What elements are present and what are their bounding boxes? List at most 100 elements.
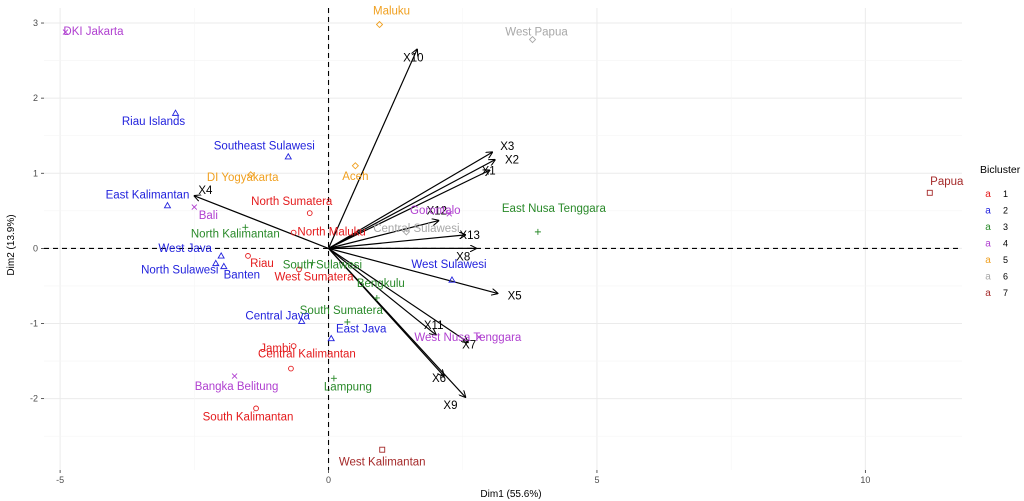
point-jambi bbox=[290, 343, 297, 349]
vector-label-x11: X11 bbox=[424, 320, 444, 332]
point-west-sumatera bbox=[296, 266, 302, 273]
point-maluku bbox=[375, 20, 384, 29]
label-di-yogyakarta: DI Yogyakarta bbox=[207, 172, 279, 184]
x-axis-title: Dim1 (55.6%) bbox=[480, 489, 541, 500]
label-south-sulawesi: South Sulawesi bbox=[283, 260, 362, 272]
label-riau-islands: Riau Islands bbox=[122, 116, 186, 128]
point-central-java bbox=[297, 317, 306, 324]
legend-label-6: 6 bbox=[1003, 272, 1008, 282]
vector-x13 bbox=[328, 235, 466, 249]
label-south-sumatera: South Sumatera bbox=[300, 305, 384, 317]
point-lampung bbox=[330, 375, 337, 382]
legend-label-7: 7 bbox=[1003, 288, 1008, 298]
point-central-kalimantan bbox=[288, 365, 294, 372]
legend-label-4: 4 bbox=[1003, 239, 1008, 249]
point-south-sulawesi bbox=[309, 259, 316, 266]
vector-label-x5: X5 bbox=[508, 290, 522, 302]
label-west-papua: West Papua bbox=[505, 27, 568, 39]
label-lampung: Lampung bbox=[324, 381, 372, 393]
observation-labels: DKI Jakarta Maluku West Papua Riau Islands S… bbox=[63, 6, 964, 469]
legend-key-7: a bbox=[985, 288, 991, 299]
y-axis-title: Dim2 (13.9%) bbox=[6, 214, 17, 275]
label-north-sumatera: North Sumatera bbox=[251, 196, 333, 208]
vector-label-x8: X8 bbox=[456, 251, 470, 263]
x-tick-label: 5 bbox=[594, 475, 599, 485]
point-west-sulawesi bbox=[448, 276, 456, 283]
point-west-kalimantan bbox=[379, 446, 386, 453]
y-tick-label: 3 bbox=[33, 18, 38, 28]
point-riau bbox=[245, 253, 251, 259]
label-jambi: Jambi bbox=[260, 343, 291, 355]
vector-label-x10: X10 bbox=[403, 52, 423, 64]
label-central-kalimantan: Central Kalimantan bbox=[258, 349, 356, 361]
label-north-sulawesi: North Sulawesi bbox=[141, 264, 218, 276]
point-west-nusa-tenggara bbox=[476, 334, 482, 340]
label-dki-jakarta: DKI Jakarta bbox=[63, 26, 124, 38]
vector-x1 bbox=[328, 170, 490, 249]
vector-x5 bbox=[328, 247, 498, 293]
point-central-sulawesi bbox=[402, 228, 411, 236]
vector-x3 bbox=[328, 152, 493, 249]
legend-title: Bicluster bbox=[980, 164, 1021, 176]
legend-key-5: a bbox=[985, 255, 991, 266]
label-east-java: East Java bbox=[336, 324, 387, 336]
point-east-nusa-tenggara bbox=[534, 228, 541, 235]
label-west-kalimantan: West Kalimantan bbox=[339, 457, 426, 469]
label-southeast-sulawesi: Southeast Sulawesi bbox=[214, 141, 315, 153]
point-gorontalo bbox=[446, 211, 453, 217]
axes: -5 0 5 10 -2 -1 0 1 2 3 bbox=[30, 18, 870, 485]
vector-x4 bbox=[194, 196, 329, 249]
vector-label-x6: X6 bbox=[432, 373, 446, 385]
label-south-kalimantan: South Kalimantan bbox=[203, 411, 294, 423]
label-aceh: Aceh bbox=[342, 171, 368, 183]
point-bangka-belitung bbox=[231, 373, 238, 379]
label-central-sulawesi: Central Sulawesi bbox=[373, 223, 459, 235]
label-bengkulu: Bengkulu bbox=[357, 278, 405, 290]
point-riau-islands bbox=[171, 109, 180, 116]
label-north-kalimantan: North Kalimantan bbox=[191, 228, 280, 240]
point-dki-jakarta bbox=[62, 29, 69, 35]
y-tick-label: -1 bbox=[30, 319, 38, 329]
vector-label-x7: X7 bbox=[462, 339, 476, 351]
vector-label-x9: X9 bbox=[443, 400, 457, 412]
label-maluku: Maluku bbox=[373, 6, 410, 18]
vector-label-x2: X2 bbox=[505, 155, 519, 167]
label-west-sumatera: West Sumatera bbox=[274, 271, 354, 283]
x-tick-label: -5 bbox=[56, 475, 64, 485]
point-north-maluku bbox=[290, 229, 297, 236]
point-east-java bbox=[327, 334, 335, 342]
vector-x9 bbox=[328, 247, 466, 397]
label-papua: Papua bbox=[930, 176, 964, 188]
vector-label-x4: X4 bbox=[198, 185, 213, 197]
label-bali: Bali bbox=[199, 210, 218, 222]
point-south-sumatera bbox=[344, 319, 351, 326]
legend-key-3: a bbox=[985, 222, 991, 233]
legend-label-3: 3 bbox=[1003, 222, 1008, 232]
point-aceh bbox=[351, 162, 360, 170]
legend: Bicluster a 1 a 2 a 3 a 4 a 5 a 6 a 7 bbox=[980, 164, 1021, 299]
point-banten bbox=[220, 262, 228, 270]
label-east-kalimantan: East Kalimantan bbox=[106, 190, 190, 202]
y-tick-label: 0 bbox=[33, 243, 38, 253]
label-central-java: Central Java bbox=[245, 310, 310, 322]
label-east-nusa-tenggara: East Nusa Tenggara bbox=[502, 203, 607, 215]
x-tick-label: 0 bbox=[326, 475, 331, 485]
point-southeast-sulawesi bbox=[284, 152, 293, 160]
vector-label-x12: X12 bbox=[427, 206, 447, 218]
label-west-nusa-tenggara: West Nusa Tenggara bbox=[414, 332, 522, 344]
vector-label-x1: X1 bbox=[482, 165, 496, 177]
point-di-yogyakarta bbox=[247, 171, 255, 179]
label-banten: Banten bbox=[224, 269, 260, 281]
legend-key-6: a bbox=[985, 272, 991, 283]
reference-lines bbox=[44, 8, 962, 470]
point-papua bbox=[926, 189, 933, 196]
y-tick-label: 1 bbox=[33, 168, 38, 178]
x-tick-label: 10 bbox=[860, 475, 870, 485]
legend-key-2: a bbox=[985, 206, 991, 217]
label-west-sulawesi: West Sulawesi bbox=[411, 259, 486, 271]
label-bangka-belitung: Bangka Belitung bbox=[195, 381, 279, 393]
vector-x2 bbox=[328, 160, 495, 249]
point-north-sulawesi bbox=[212, 259, 220, 267]
label-gorontalo: Gorontalo bbox=[410, 205, 461, 217]
